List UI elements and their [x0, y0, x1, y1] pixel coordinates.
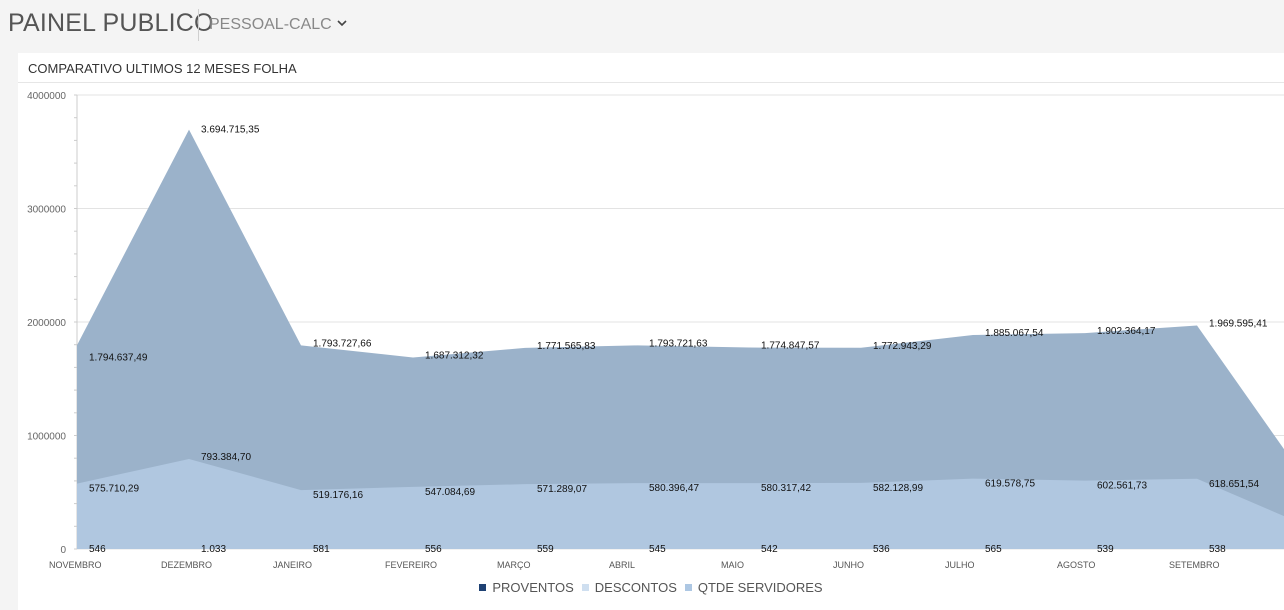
data-label-proventos-8: 1.885.067,54	[985, 328, 1044, 339]
data-label-qtde-servidores-6: 542	[761, 544, 778, 555]
data-label-qtde-servidores-9: 539	[1097, 544, 1114, 555]
app-title: PAINEL PUBLICO	[8, 9, 214, 37]
data-label-descontos-0: 575.710,29	[89, 484, 139, 495]
x-tick-label-2: JANEIRO	[273, 560, 312, 570]
legend-swatch-proventos	[479, 584, 487, 591]
data-label-qtde-servidores-3: 556	[425, 544, 442, 555]
x-tick-label-5: ABRIL	[609, 560, 635, 570]
data-label-proventos-4: 1.771.565,83	[537, 341, 596, 352]
data-label-proventos-2: 1.793.727,66	[313, 338, 372, 349]
legend-swatch-descontos	[581, 584, 589, 591]
chart-panel: COMPARATIVO ULTIMOS 12 MESES FOLHA 0 1000…	[18, 53, 1284, 610]
data-label-descontos-9: 602.561,73	[1097, 481, 1147, 492]
legend-item-qtde-servidores[interactable]: QTDE SERVIDORES	[684, 580, 823, 595]
legend-label-proventos: PROVENTOS	[492, 580, 574, 595]
x-tick-label-10: SETEMBRO	[1169, 560, 1220, 570]
dashboard-selector[interactable]: PESSOAL-CALC	[209, 16, 332, 33]
data-label-qtde-servidores-4: 559	[537, 544, 554, 555]
y-tick-label-1: 1000000	[27, 432, 66, 443]
data-label-proventos-7: 1.772.943,29	[873, 341, 932, 352]
data-label-descontos-7: 582.128,99	[873, 483, 923, 494]
data-label-descontos-5: 580.396,47	[649, 483, 699, 494]
top-bar: PAINEL PUBLICO PESSOAL-CALC	[0, 0, 1284, 50]
x-tick-label-1: DEZEMBRO	[161, 560, 212, 570]
data-label-qtde-servidores-8: 565	[985, 544, 1002, 555]
x-tick-label-7: JUNHO	[833, 560, 864, 570]
area-proventos	[77, 129, 1284, 549]
area-descontos	[77, 458, 1284, 549]
data-label-descontos-3: 547.084,69	[425, 487, 475, 498]
data-label-descontos-1: 793.384,70	[201, 452, 251, 463]
data-label-qtde-servidores-5: 545	[649, 544, 666, 555]
data-label-proventos-10: 1.969.595,41	[1209, 318, 1268, 329]
chart-legend: PROVENTOS DESCONTOS QTDE SERVIDORES	[18, 580, 1284, 595]
legend-item-proventos[interactable]: PROVENTOS	[479, 580, 574, 595]
y-tick-label-4: 4000000	[27, 91, 66, 102]
data-label-descontos-6: 580.317,42	[761, 483, 811, 494]
x-tick-label-0: NOVEMBRO	[49, 560, 102, 570]
x-tick-label-8: JULHO	[945, 560, 975, 570]
legend-swatch-qtde-servidores	[684, 584, 692, 591]
header-divider	[198, 9, 199, 41]
legend-label-qtde-servidores: QTDE SERVIDORES	[697, 580, 823, 595]
data-label-qtde-servidores-2: 581	[313, 544, 330, 555]
data-label-proventos-0: 1.794.637,49	[89, 352, 148, 363]
legend-item-descontos[interactable]: DESCONTOS	[581, 580, 677, 595]
data-label-qtde-servidores-0: 546	[89, 544, 106, 555]
data-label-descontos-10: 618.651,54	[1209, 479, 1259, 490]
data-label-proventos-1: 3.694.715,35	[201, 125, 260, 136]
x-tick-label-6: MAIO	[721, 560, 744, 570]
y-tick-label-0: 0	[60, 545, 66, 556]
y-tick-label-3: 3000000	[27, 205, 66, 216]
x-tick-label-4: MARÇO	[497, 560, 531, 570]
data-label-descontos-2: 519.176,16	[313, 490, 363, 501]
data-label-proventos-9: 1.902.364,17	[1097, 326, 1156, 337]
data-label-qtde-servidores-1: 1.033	[201, 544, 226, 555]
x-tick-label-3: FEVEREIRO	[385, 560, 437, 570]
panel-separator	[18, 82, 1284, 83]
data-label-proventos-5: 1.793.721,63	[649, 338, 708, 349]
x-tick-label-9: AGOSTO	[1057, 560, 1095, 570]
chart-title: COMPARATIVO ULTIMOS 12 MESES FOLHA	[28, 61, 297, 76]
data-label-proventos-3: 1.687.312,32	[425, 350, 484, 361]
y-tick-label-2: 2000000	[27, 318, 66, 329]
chevron-down-icon[interactable]	[336, 17, 348, 29]
data-label-descontos-8: 619.578,75	[985, 479, 1035, 490]
data-label-qtde-servidores-7: 536	[873, 544, 890, 555]
legend-label-descontos: DESCONTOS	[594, 580, 677, 595]
data-label-descontos-4: 571.289,07	[537, 484, 587, 495]
area-chart: 0 1000000 2000000 3000000 4000000 1.794.637,4…	[27, 91, 1284, 570]
data-label-proventos-6: 1.774.847,57	[761, 341, 820, 352]
data-label-qtde-servidores-10: 538	[1209, 544, 1226, 555]
